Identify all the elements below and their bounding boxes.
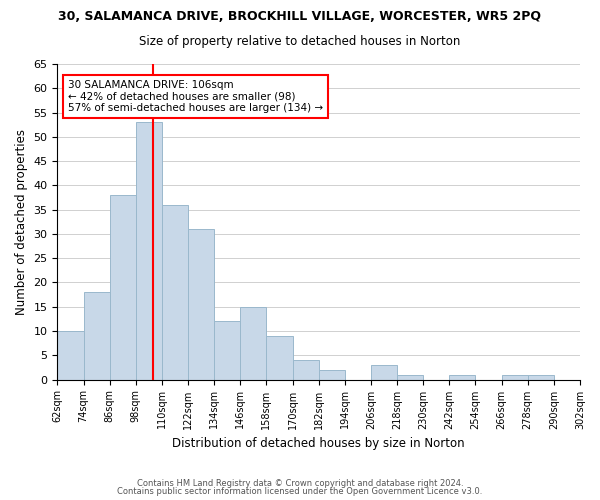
Bar — [58, 331, 83, 380]
Bar — [188, 229, 214, 380]
Bar — [266, 336, 293, 380]
Bar — [136, 122, 162, 380]
Text: Contains public sector information licensed under the Open Government Licence v3: Contains public sector information licen… — [118, 487, 482, 496]
Text: Contains HM Land Registry data © Crown copyright and database right 2024.: Contains HM Land Registry data © Crown c… — [137, 478, 463, 488]
Bar — [502, 374, 528, 380]
Bar — [83, 292, 110, 380]
Text: Size of property relative to detached houses in Norton: Size of property relative to detached ho… — [139, 35, 461, 48]
X-axis label: Distribution of detached houses by size in Norton: Distribution of detached houses by size … — [172, 437, 465, 450]
Bar — [214, 322, 241, 380]
Bar — [371, 365, 397, 380]
Bar — [110, 195, 136, 380]
Text: 30 SALAMANCA DRIVE: 106sqm
← 42% of detached houses are smaller (98)
57% of semi: 30 SALAMANCA DRIVE: 106sqm ← 42% of deta… — [68, 80, 323, 113]
Bar — [293, 360, 319, 380]
Bar — [162, 205, 188, 380]
Bar — [397, 374, 423, 380]
Bar — [449, 374, 475, 380]
Y-axis label: Number of detached properties: Number of detached properties — [15, 129, 28, 315]
Bar — [528, 374, 554, 380]
Bar — [319, 370, 345, 380]
Text: 30, SALAMANCA DRIVE, BROCKHILL VILLAGE, WORCESTER, WR5 2PQ: 30, SALAMANCA DRIVE, BROCKHILL VILLAGE, … — [59, 10, 542, 23]
Bar — [241, 306, 266, 380]
